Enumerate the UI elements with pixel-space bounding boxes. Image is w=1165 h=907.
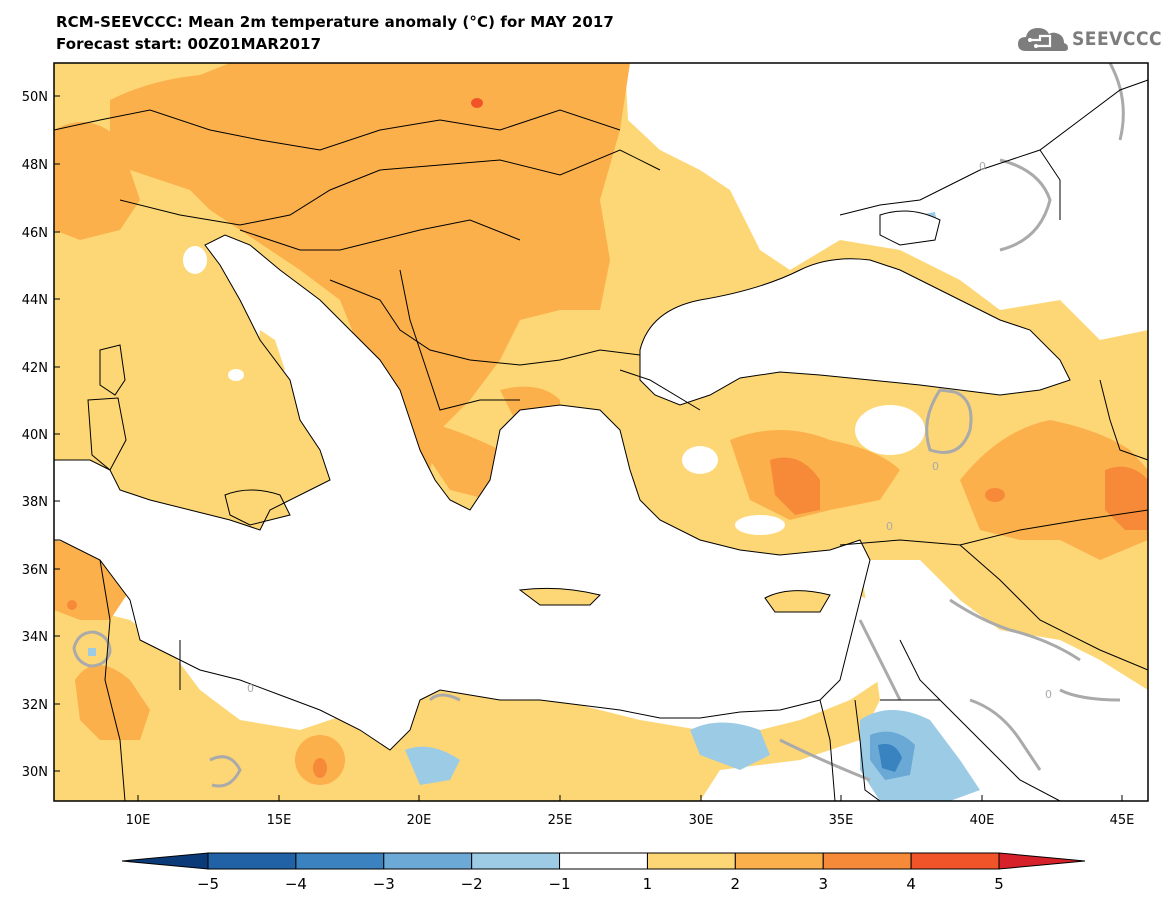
colorbar-label: −3 [373, 875, 395, 893]
zero-contours [72, 63, 1125, 788]
seevccc-logo: SEEVCCC [1016, 20, 1162, 60]
colorbar-segment [295, 852, 385, 870]
neutral-spots [228, 369, 244, 381]
colorbar-label: −2 [461, 875, 483, 893]
contour-label: 0 [1045, 688, 1052, 701]
contour-label: 0 [886, 520, 893, 533]
forecast-start-subtitle: Forecast start: 00Z01MAR2017 [56, 35, 322, 53]
anomaly-4-5-regions [471, 98, 483, 108]
contour-labels: 0 0 0 0 0 [247, 160, 1052, 701]
colorbar-label: −5 [197, 875, 219, 893]
colorbar-segment [207, 852, 297, 870]
latitude-axis: 50N 48N 46N 44N 42N 40N 38N 36N 34N 32N 30N [22, 90, 60, 780]
lat-tick-label: 38N [22, 495, 48, 510]
colorbar-segment [734, 852, 824, 870]
seas [54, 211, 1070, 750]
cloud-icon [1018, 28, 1068, 51]
lat-tick-label: 32N [22, 698, 48, 713]
colorbar-label: 1 [643, 875, 653, 893]
lon-tick-label: 15E [267, 813, 292, 828]
lon-tick-label: 30E [689, 813, 714, 828]
contour-label: 0 [932, 460, 939, 473]
colorbar-segment [822, 852, 912, 870]
lat-tick-label: 40N [22, 428, 48, 443]
lon-tick-label: 20E [407, 813, 432, 828]
anomaly-3-4-regions [67, 457, 1148, 778]
colorbar-segment [471, 852, 561, 870]
islands [88, 330, 830, 612]
lat-tick-label: 30N [22, 765, 48, 780]
colorbar-label: −1 [548, 875, 570, 893]
colorbar-label: 2 [731, 875, 741, 893]
lon-tick-label: 35E [829, 813, 854, 828]
lat-tick-label: 34N [22, 630, 48, 645]
colorbar-segment [121, 852, 209, 870]
longitude-axis: 10E 15E 20E 25E 30E 35E 40E 45E [126, 795, 1135, 828]
colorbar-segment [559, 852, 648, 870]
lat-tick-label: 50N [22, 90, 48, 105]
colorbar-label: 4 [906, 875, 916, 893]
colorbar-label: 3 [818, 875, 828, 893]
colorbar-segment [646, 852, 736, 870]
colorbar-segment [910, 852, 1000, 870]
colorbar-label: 5 [994, 875, 1004, 893]
contour-label: 0 [247, 682, 254, 695]
lat-tick-label: 42N [22, 361, 48, 376]
contour-label: 0 [979, 160, 986, 173]
lat-tick-label: 36N [22, 563, 48, 578]
lat-tick-label: 48N [22, 158, 48, 173]
logo-text: SEEVCCC [1072, 28, 1163, 50]
lon-tick-label: 10E [126, 813, 151, 828]
coastlines-and-borders [54, 79, 1148, 801]
colorbar-segment [383, 852, 473, 870]
lon-tick-label: 25E [548, 813, 573, 828]
colorbar-label: −4 [285, 875, 307, 893]
map-frame [53, 62, 1149, 802]
chart-title: RCM-SEEVCCC: Mean 2m temperature anomaly… [56, 13, 614, 31]
lon-tick-label: 40E [970, 813, 995, 828]
colorbar-segment [998, 852, 1086, 870]
lon-tick-label: 45E [1110, 813, 1135, 828]
lat-tick-label: 46N [22, 226, 48, 241]
lat-tick-label: 44N [22, 293, 48, 308]
